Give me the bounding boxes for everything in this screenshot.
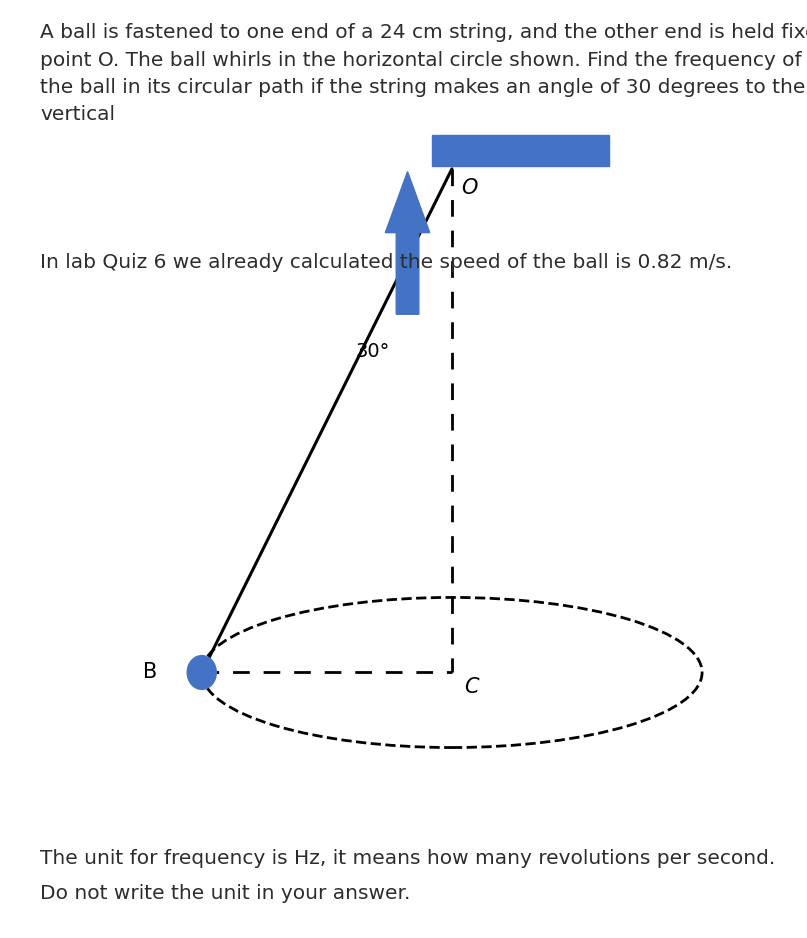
Text: O: O xyxy=(462,178,478,198)
Text: Do not write the unit in your answer.: Do not write the unit in your answer. xyxy=(40,884,411,902)
Text: The unit for frequency is Hz, it means how many revolutions per second.: The unit for frequency is Hz, it means h… xyxy=(40,849,776,868)
Circle shape xyxy=(187,656,216,689)
Text: 30°: 30° xyxy=(355,342,390,361)
Text: B: B xyxy=(143,662,157,683)
Text: In lab Quiz 6 we already calculated the speed of the ball is 0.82 m/s.: In lab Quiz 6 we already calculated the … xyxy=(40,253,733,272)
Text: C: C xyxy=(464,677,479,697)
Text: A ball is fastened to one end of a 24 cm string, and the other end is held fixed: A ball is fastened to one end of a 24 cm… xyxy=(40,23,807,124)
FancyArrow shape xyxy=(386,172,429,314)
Bar xyxy=(432,135,609,166)
